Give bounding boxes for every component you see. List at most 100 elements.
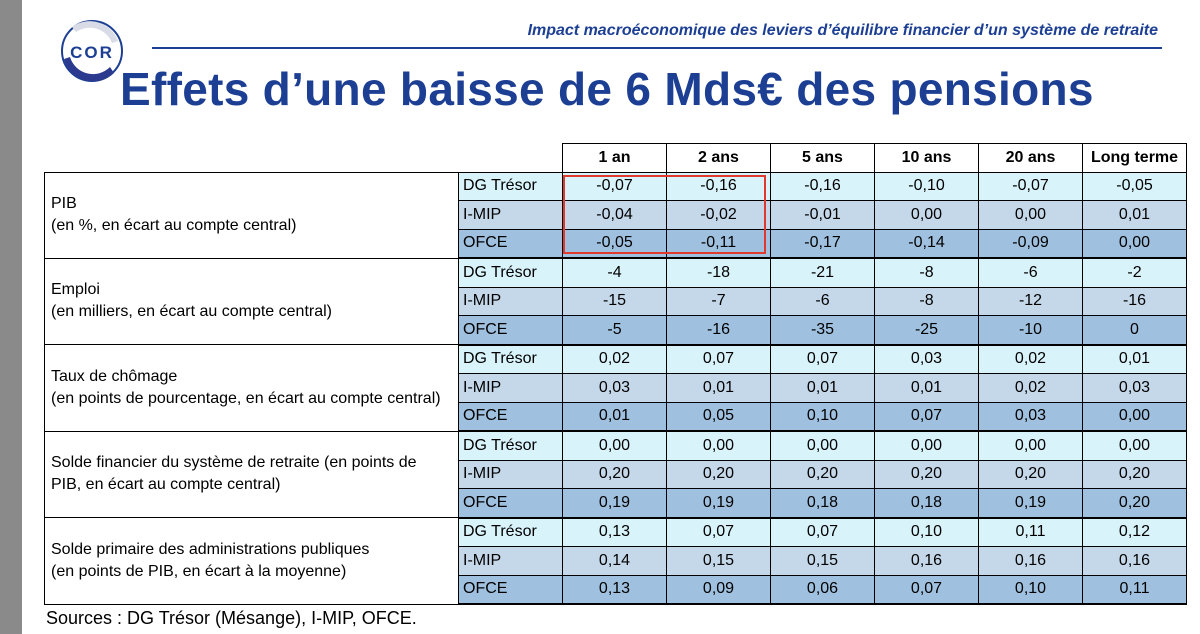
value-cell: 0,10 xyxy=(978,574,1083,605)
table-row: I-MIP -15 -7 -6 -8 -12 -16 xyxy=(45,286,1187,316)
value-cell: -18 xyxy=(666,257,771,288)
value-cell: 0,00 xyxy=(770,430,875,461)
category-label-line: Taux de chômage xyxy=(51,367,178,385)
col-header: 1 an xyxy=(562,143,667,173)
table-row: I-MIP 0,14 0,15 0,15 0,16 0,16 0,16 xyxy=(45,546,1187,576)
highlight-box xyxy=(563,175,766,254)
value-cell: 0,03 xyxy=(1082,373,1187,403)
model-name: OFCE xyxy=(458,401,563,432)
value-cell: -0,09 xyxy=(978,228,1083,259)
value-cell: 0,19 xyxy=(666,488,771,519)
value-cell: 0,10 xyxy=(770,401,875,432)
value-cell: 0,03 xyxy=(874,344,979,374)
logo-text: COR xyxy=(70,43,114,62)
value-cell: 0,00 xyxy=(1082,401,1187,432)
category-label-line: Solde primaire des administrations publi… xyxy=(51,540,370,558)
value-cell: 0,15 xyxy=(666,546,771,576)
value-cell: -0,07 xyxy=(978,171,1083,201)
category-label: Solde primaire des administrations publi… xyxy=(44,517,459,605)
model-name: I-MIP xyxy=(458,286,563,316)
value-cell: 0,20 xyxy=(1082,459,1187,489)
col-header: 10 ans xyxy=(874,143,979,173)
value-cell: 0,11 xyxy=(978,517,1083,547)
value-cell: -4 xyxy=(562,257,667,288)
value-cell: 0,07 xyxy=(874,574,979,605)
value-cell: 0,02 xyxy=(978,344,1083,374)
value-cell: -0,02 xyxy=(666,200,771,230)
col-header: Long terme xyxy=(1082,143,1187,173)
value-cell: -0,16 xyxy=(770,171,875,201)
model-name: OFCE xyxy=(458,315,563,346)
value-cell: 0,00 xyxy=(1082,228,1187,259)
category-label: Taux de chômage (en points de pourcentage… xyxy=(44,344,459,432)
value-cell: 0,09 xyxy=(666,574,771,605)
value-cell: 0,00 xyxy=(666,430,771,461)
value-cell: 0,12 xyxy=(1082,517,1187,547)
value-cell: 0,07 xyxy=(770,517,875,547)
header-blank xyxy=(45,144,563,173)
cor-logo: COR xyxy=(61,20,123,82)
value-cell: 0,16 xyxy=(978,546,1083,576)
category-label-line: Solde financier du système de retraite (… xyxy=(51,454,417,472)
table-row: Taux de chômage (en points de pourcentage… xyxy=(44,344,1187,432)
value-cell: -8 xyxy=(874,257,979,288)
model-name: DG Trésor xyxy=(458,430,563,461)
value-cell: 0,13 xyxy=(562,574,667,605)
value-cell: -0,14 xyxy=(874,228,979,259)
value-cell: -10 xyxy=(978,315,1083,346)
page-subtitle: Impact macroéconomique des leviers d’équ… xyxy=(527,22,1158,39)
value-cell: 0,15 xyxy=(770,546,875,576)
table-header-row: 1 an 2 ans 5 ans 10 ans 20 ans Long term… xyxy=(45,143,1187,173)
value-cell: 0,06 xyxy=(770,574,875,605)
value-cell: 0,19 xyxy=(978,488,1083,519)
value-cell: 0,00 xyxy=(978,430,1083,461)
value-cell: 0,20 xyxy=(562,459,667,489)
value-cell: 0,01 xyxy=(770,373,875,403)
category-label: PIB (en %, en écart au compte central) xyxy=(44,171,459,259)
value-cell: 0,20 xyxy=(1082,488,1187,519)
value-cell: -8 xyxy=(874,286,979,316)
value-cell: 0,03 xyxy=(562,373,667,403)
header-rule xyxy=(152,47,1162,49)
value-cell: -6 xyxy=(770,286,875,316)
model-name: I-MIP xyxy=(458,200,563,230)
results-table: 1 an 2 ans 5 ans 10 ans 20 ans Long term… xyxy=(44,143,1187,605)
model-name: DG Trésor xyxy=(458,171,563,201)
col-header: 20 ans xyxy=(978,143,1083,173)
value-cell: 0,07 xyxy=(666,344,771,374)
value-cell: 0,11 xyxy=(1082,574,1187,605)
category-label: Emploi (en milliers, en écart au compte c… xyxy=(44,257,459,345)
value-cell: -7 xyxy=(666,286,771,316)
value-cell: 0,20 xyxy=(978,459,1083,489)
category-label: Solde financier du système de retraite (… xyxy=(44,430,459,518)
category-label-line: PIB, en écart au compte central) xyxy=(51,476,281,494)
value-cell: -25 xyxy=(874,315,979,346)
value-cell: 0,07 xyxy=(770,344,875,374)
value-cell: -16 xyxy=(666,315,771,346)
model-name: OFCE xyxy=(458,488,563,519)
sources-note: Sources : DG Trésor (Mésange), I-MIP, OF… xyxy=(46,608,417,628)
model-name: I-MIP xyxy=(458,373,563,403)
value-cell: -0,10 xyxy=(874,171,979,201)
value-cell: 0,05 xyxy=(666,401,771,432)
value-cell: 0,00 xyxy=(874,200,979,230)
value-cell: 0,07 xyxy=(666,517,771,547)
value-cell: 0,01 xyxy=(874,373,979,403)
table-row: I-MIP 0,03 0,01 0,01 0,01 0,02 0,03 xyxy=(45,373,1187,403)
value-cell: -6 xyxy=(978,257,1083,288)
value-cell: 0,16 xyxy=(1082,546,1187,576)
table-row: Emploi (en milliers, en écart au compte c… xyxy=(44,257,1187,345)
model-name: DG Trésor xyxy=(458,257,563,288)
value-cell: 0,01 xyxy=(1082,344,1187,374)
model-name: I-MIP xyxy=(458,546,563,576)
table-row: Solde primaire des administrations publi… xyxy=(44,517,1187,605)
value-cell: 0,20 xyxy=(770,459,875,489)
value-cell: 0,01 xyxy=(1082,200,1187,230)
category-label-line: Emploi xyxy=(51,281,100,299)
value-cell: 0,03 xyxy=(978,401,1083,432)
value-cell: -5 xyxy=(562,315,667,346)
value-cell: 0,00 xyxy=(978,200,1083,230)
value-cell: 0,00 xyxy=(562,430,667,461)
model-name: DG Trésor xyxy=(458,517,563,547)
col-header: 5 ans xyxy=(770,143,875,173)
